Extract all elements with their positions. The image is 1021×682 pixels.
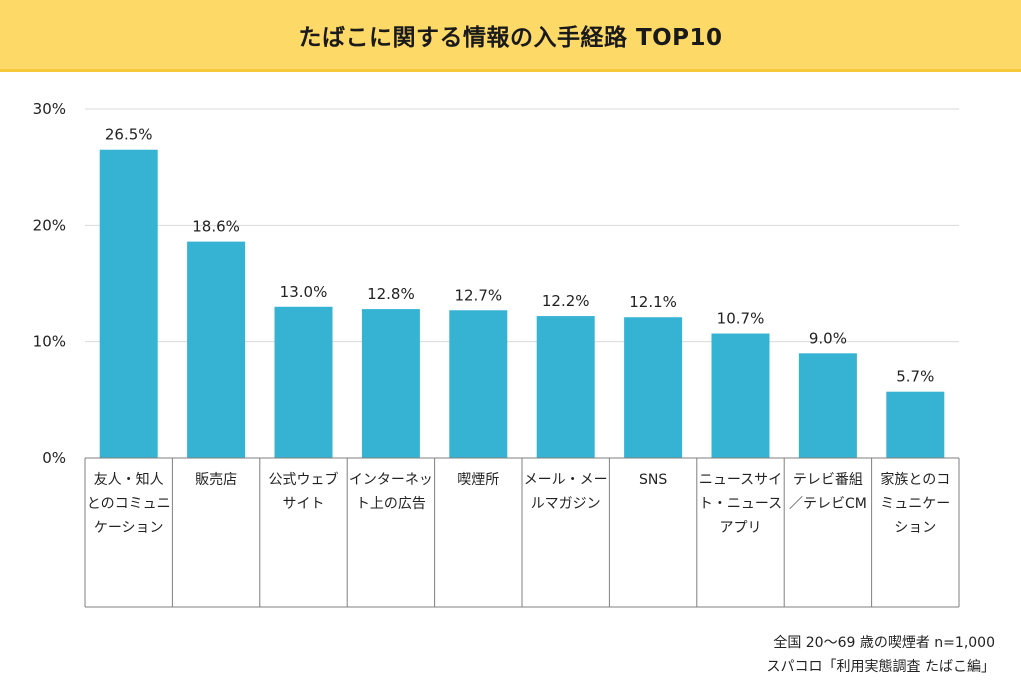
- category-label: ニュースサイト・ニュースアプリ: [699, 472, 782, 536]
- category-label: 販売店: [195, 472, 237, 488]
- category-label: 友人・知人とのコミュニケーション: [87, 471, 171, 536]
- bar: [99, 149, 158, 458]
- category-label: 家族とのコミュニケーション: [880, 471, 950, 536]
- bar: [798, 353, 857, 458]
- bar: [886, 391, 945, 458]
- bar-value-label: 12.2%: [542, 292, 590, 310]
- source-note: スパコロ「利用実態調査 たばこ編」: [766, 659, 995, 675]
- bar-value-label: 5.7%: [896, 368, 934, 386]
- bar-value-label: 12.8%: [367, 285, 415, 303]
- bar: [536, 316, 595, 458]
- category-label: 喫煙所: [457, 472, 499, 488]
- bar: [624, 317, 683, 458]
- chart-title: たばこに関する情報の入手経路 TOP10: [298, 25, 723, 51]
- bar-value-label: 12.1%: [629, 293, 677, 311]
- category-label: SNS: [639, 472, 667, 488]
- bar: [449, 310, 508, 458]
- y-tick-label: 10%: [33, 333, 66, 351]
- category-label: メール・メールマガジン: [524, 472, 608, 512]
- y-tick-label: 0%: [42, 449, 66, 467]
- sample-note: 全国 20～69 歳の喫煙者 n=1,000: [773, 635, 995, 651]
- category-label: 公式ウェブサイト: [269, 471, 339, 512]
- bar: [361, 309, 420, 458]
- y-tick-label: 20%: [33, 216, 66, 234]
- bar: [187, 241, 246, 458]
- bar-value-label: 13.0%: [280, 283, 328, 301]
- bar-value-label: 26.5%: [105, 126, 153, 144]
- bar-value-label: 10.7%: [717, 310, 765, 328]
- category-label: インターネット上の広告: [349, 472, 433, 512]
- bar-value-label: 18.6%: [192, 218, 240, 236]
- bar: [711, 333, 770, 458]
- title-bar: たばこに関する情報の入手経路 TOP10: [0, 0, 1021, 72]
- bar-value-label: 12.7%: [454, 286, 502, 304]
- bar: [274, 306, 333, 458]
- bar-value-label: 9.0%: [809, 329, 847, 347]
- category-label: テレビ番組／テレビCM: [789, 472, 867, 512]
- y-tick-label: 30%: [33, 100, 66, 118]
